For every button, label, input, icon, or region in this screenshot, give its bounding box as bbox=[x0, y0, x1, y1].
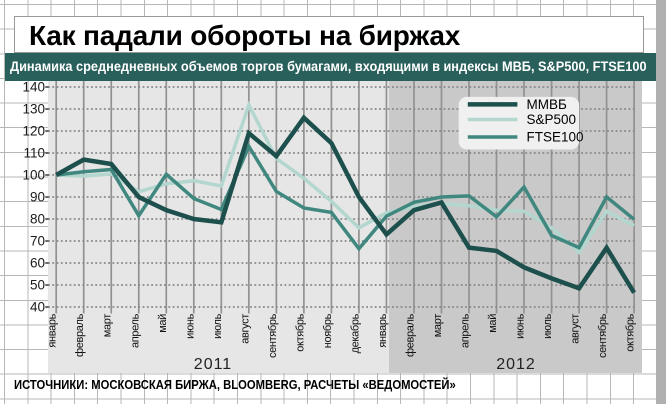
svg-text:декабрь: декабрь bbox=[349, 313, 361, 353]
svg-text:март: март bbox=[432, 314, 444, 338]
svg-text:сентябрь: сентябрь bbox=[267, 313, 279, 358]
svg-text:октябрь: октябрь bbox=[625, 313, 637, 351]
svg-text:июль: июль bbox=[542, 313, 554, 339]
svg-text:февраль: февраль bbox=[74, 313, 86, 357]
svg-text:июнь: июнь bbox=[515, 313, 527, 338]
svg-text:110: 110 bbox=[23, 146, 45, 161]
svg-text:январь: январь bbox=[377, 313, 389, 347]
svg-text:июнь: июнь bbox=[184, 313, 196, 338]
svg-text:100: 100 bbox=[22, 168, 45, 183]
svg-text:FTSE100: FTSE100 bbox=[527, 130, 584, 145]
svg-text:70: 70 bbox=[30, 234, 45, 249]
svg-text:140: 140 bbox=[22, 80, 45, 95]
svg-text:130: 130 bbox=[22, 102, 45, 117]
svg-text:март: март bbox=[102, 314, 114, 338]
svg-text:ноябрь: ноябрь bbox=[322, 313, 334, 348]
svg-text:май: май bbox=[157, 314, 169, 333]
svg-text:октябрь: октябрь bbox=[294, 313, 306, 351]
svg-text:сентябрь: сентябрь bbox=[597, 313, 609, 358]
svg-text:120: 120 bbox=[22, 124, 45, 139]
svg-text:60: 60 bbox=[30, 256, 45, 271]
svg-text:2012: 2012 bbox=[496, 356, 536, 373]
svg-text:август: август bbox=[570, 314, 582, 344]
svg-text:90: 90 bbox=[30, 190, 45, 205]
svg-text:S&P500: S&P500 bbox=[527, 112, 577, 127]
svg-text:июль: июль bbox=[212, 313, 224, 339]
svg-text:февраль: февраль bbox=[404, 313, 416, 357]
svg-text:май: май bbox=[487, 314, 499, 333]
svg-text:январь: январь bbox=[47, 313, 59, 347]
svg-text:2011: 2011 bbox=[194, 356, 232, 373]
svg-text:апрель: апрель bbox=[460, 313, 472, 348]
svg-text:ММВБ: ММВБ bbox=[527, 97, 567, 112]
svg-text:40: 40 bbox=[30, 300, 45, 315]
svg-text:август: август bbox=[239, 314, 251, 344]
svg-text:50: 50 bbox=[30, 278, 45, 293]
svg-text:80: 80 bbox=[30, 212, 45, 227]
svg-text:апрель: апрель bbox=[129, 313, 141, 348]
